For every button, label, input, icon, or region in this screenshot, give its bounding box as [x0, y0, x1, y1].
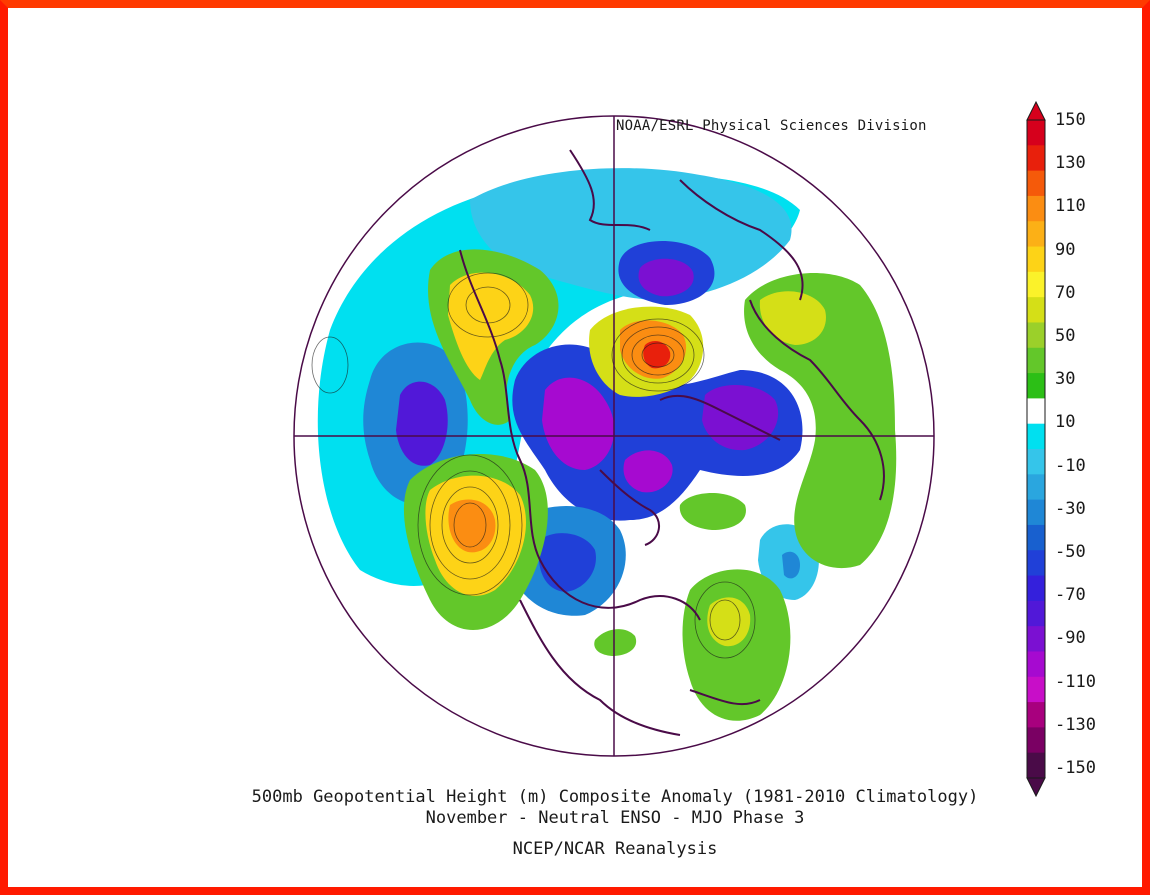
pos-region-europe [744, 273, 897, 569]
colorbar-segment [1027, 752, 1045, 779]
colorbar-tick-label: 110 [1055, 196, 1086, 217]
pos-mid-europe [759, 291, 826, 345]
neg-core-north-america [538, 533, 596, 592]
colorbar-segment [1027, 626, 1045, 652]
colorbar-segment [1027, 449, 1045, 475]
anomaly-fields [317, 168, 897, 721]
colorbar-tick-label: -150 [1055, 758, 1096, 778]
neg-core-siberia-inner [638, 258, 694, 297]
neg-core-pole [542, 377, 615, 470]
neg-core-greenland [623, 450, 673, 493]
map-subtitle: November - Neutral ENSO - MJO Phase 3 [425, 808, 805, 828]
colorbar-segment [1027, 651, 1045, 678]
colorbar-tick-label: -130 [1055, 714, 1096, 735]
colorbar-segment [1027, 398, 1045, 425]
neg-core-eurasia [702, 384, 779, 451]
colorbar-segment [1027, 297, 1045, 323]
colorbar-tick-label: -10 [1055, 455, 1086, 476]
colorbar-segment [1027, 120, 1045, 146]
colorbar-segment [1027, 271, 1045, 298]
colorbar-segment [1027, 499, 1045, 526]
pos-small-caribbean [594, 629, 637, 656]
contour-lines [311, 272, 756, 659]
colorbar-segment [1027, 575, 1045, 602]
colorbar-segment [1027, 145, 1045, 172]
colorbar-segment [1027, 474, 1045, 501]
colorbar-arrow-top [1026, 100, 1046, 121]
colorbar-segment [1027, 702, 1045, 728]
coastlines [459, 149, 885, 736]
colorbar-segment [1027, 600, 1045, 627]
pos-core-subtropical-atlantic [707, 597, 751, 647]
data-source: NCEP/NCAR Reanalysis [512, 839, 718, 859]
colorbar-tick-label: 90 [1055, 239, 1076, 260]
colorbar-tick-label: 30 [1055, 369, 1076, 390]
pos-core-central-asia [643, 340, 671, 369]
colorbar-outline [1026, 119, 1046, 779]
colorbar-segment [1027, 550, 1045, 577]
colorbar-tick-label: 50 [1055, 326, 1076, 346]
colorbar-segment [1027, 727, 1045, 754]
colorbar-tick-label: 10 [1055, 412, 1076, 433]
neg-core-west-pacific [396, 381, 448, 466]
colorbar-segment [1027, 170, 1045, 197]
colorbar-segment [1027, 246, 1045, 273]
colorbar-segment [1027, 676, 1045, 703]
colorbar-segment [1027, 195, 1045, 222]
colorbar-segment [1027, 524, 1045, 551]
colorbar-segment [1027, 347, 1045, 374]
colorbar [1026, 100, 1046, 798]
colorbar-tick-label: -30 [1055, 498, 1086, 519]
colorbar-segment [1027, 322, 1045, 349]
colorbar-segment [1027, 423, 1045, 450]
credit-label: NOAA/ESRL Physical Sciences Division [616, 118, 927, 134]
colorbar-segment [1027, 221, 1045, 248]
colorbar-segment [1027, 373, 1045, 399]
pos-region-subtropical-atlantic [682, 569, 791, 721]
colorbar-tick-label: -90 [1055, 628, 1086, 649]
colorbar-tick-label: 70 [1055, 282, 1076, 303]
pos-mid-northwest-pacific [448, 272, 534, 380]
map-title: 500mb Geopotential Height (m) Composite … [251, 787, 979, 807]
colorbar-tick-label: -50 [1055, 542, 1086, 562]
colorbar-tick-label: 150 [1055, 110, 1086, 130]
colorbar-tick-label: -70 [1055, 585, 1086, 606]
colorbar-tick-label: 130 [1055, 153, 1086, 174]
colorbar-tick-label: -110 [1055, 671, 1096, 692]
pos-small-atlantic [679, 492, 746, 530]
neg-core-atlantic [782, 551, 800, 579]
